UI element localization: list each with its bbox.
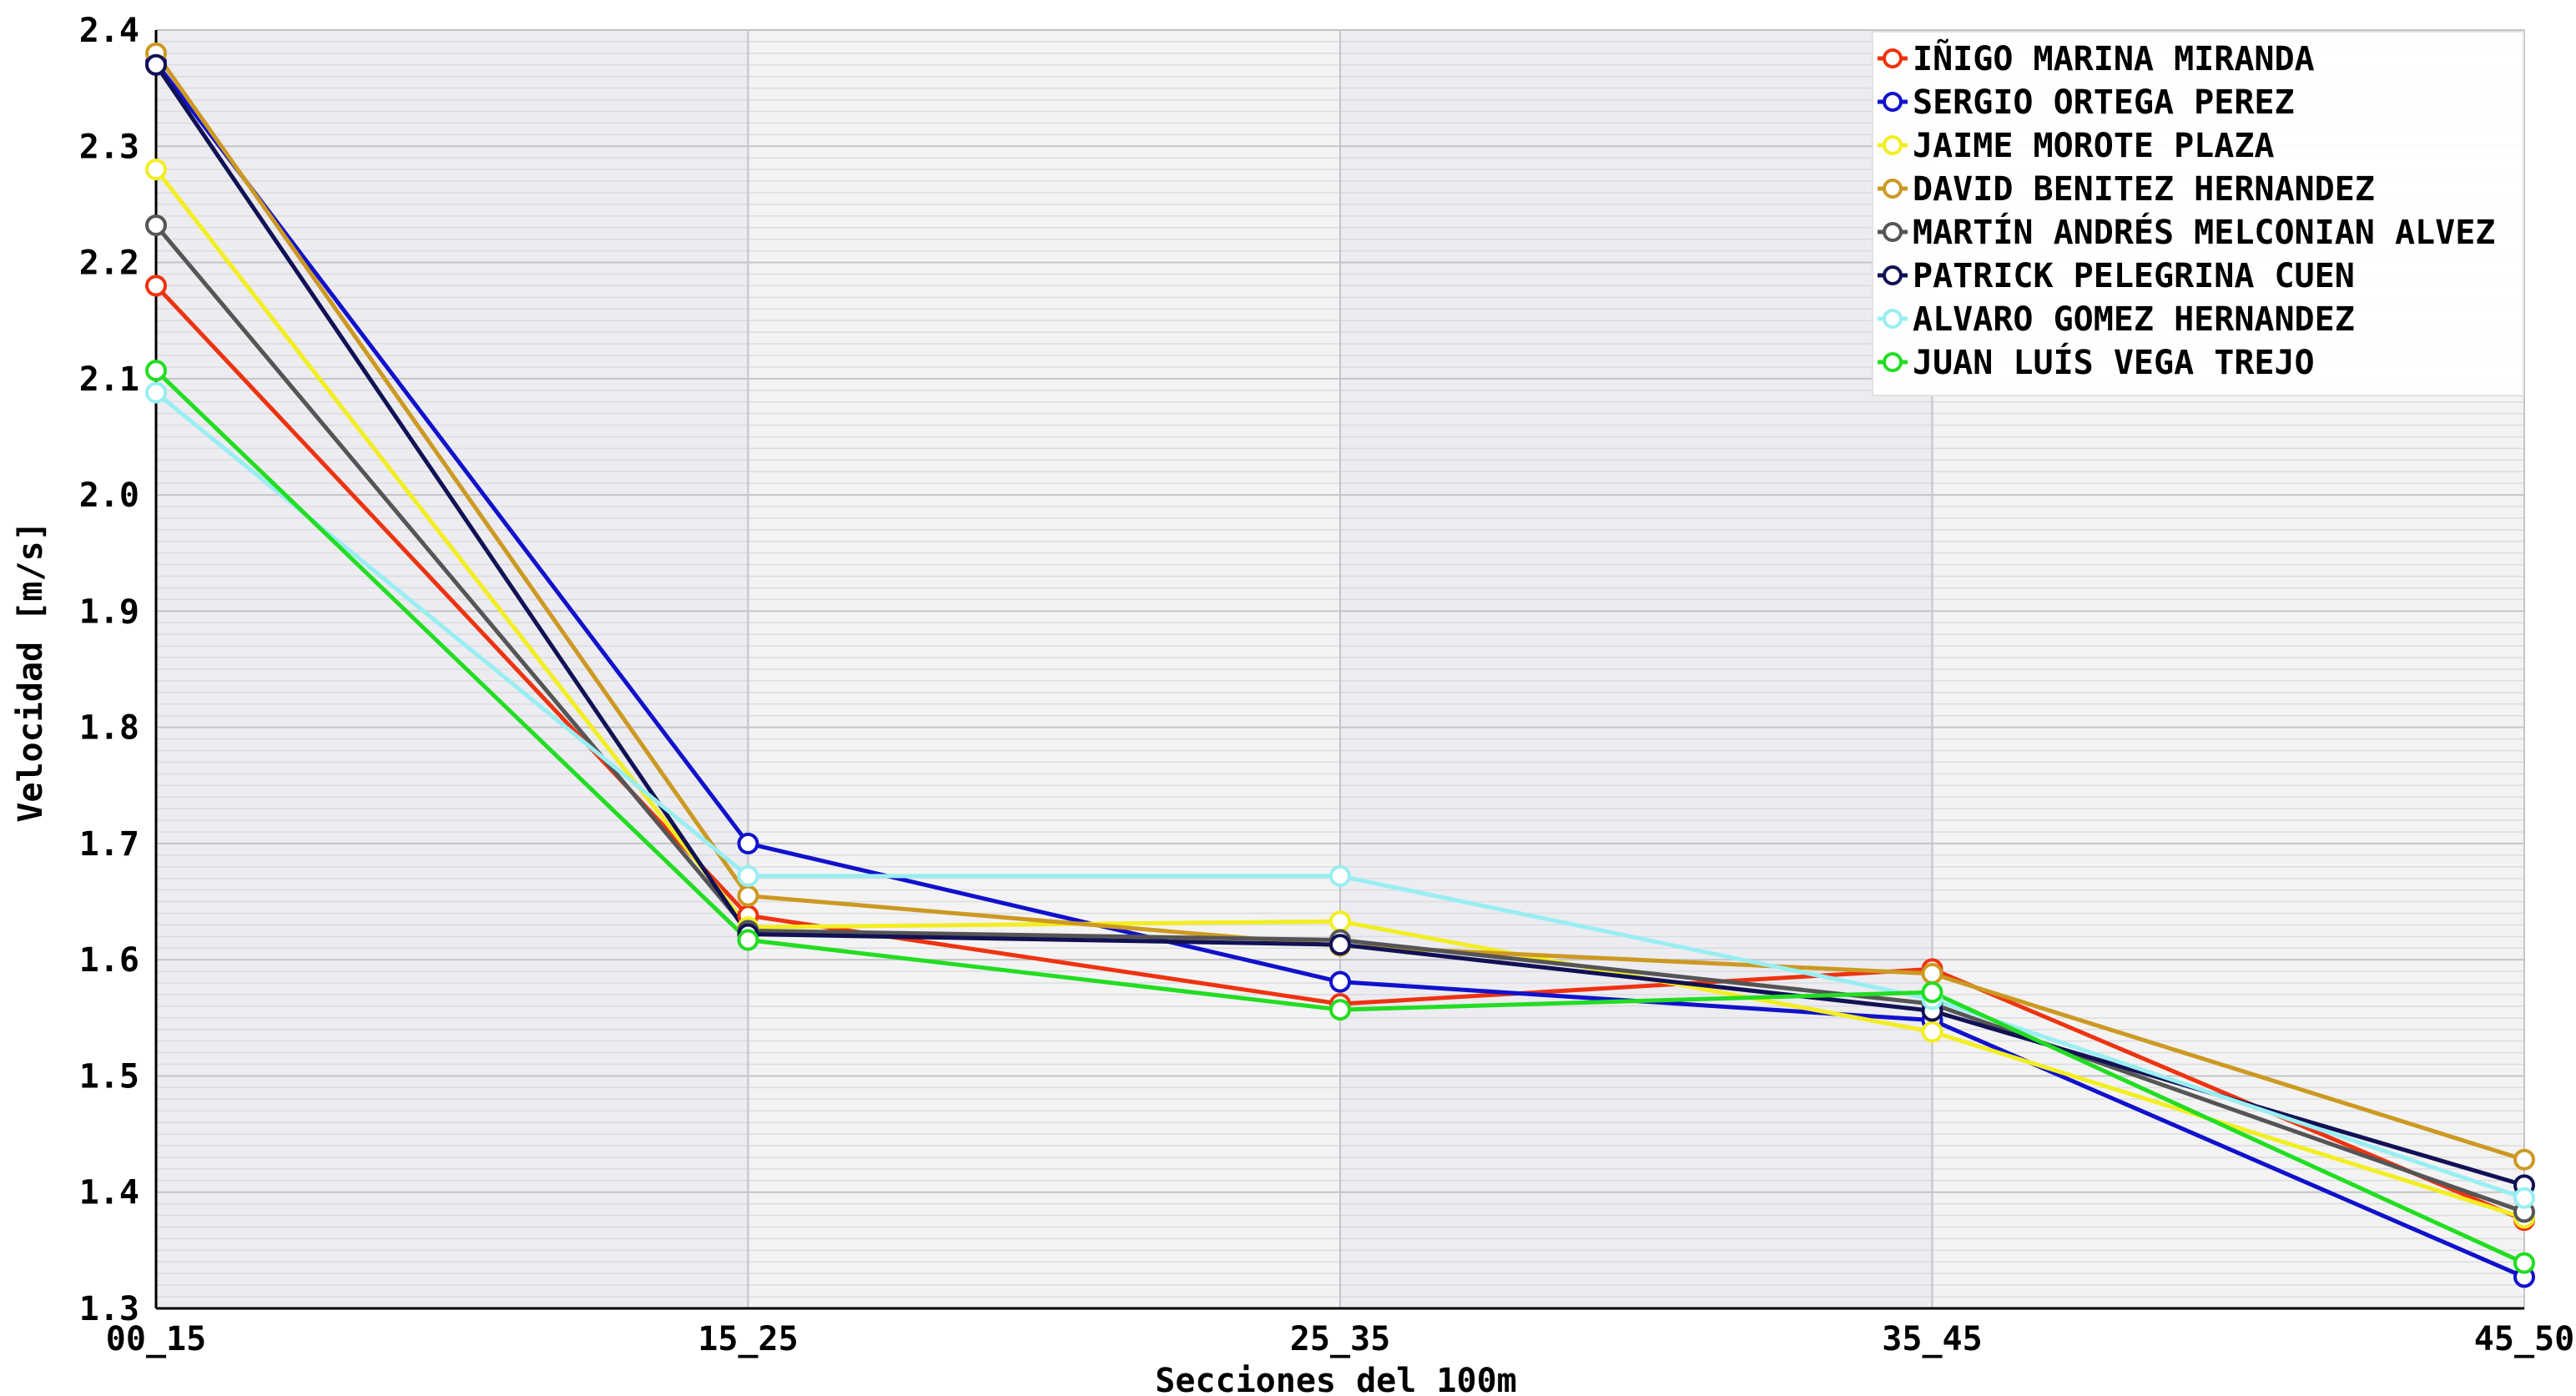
data-point-s1-00_15	[145, 275, 167, 297]
legend-marker-8	[1883, 352, 1903, 372]
legend-marker-7	[1883, 309, 1903, 329]
y-tick-label: 1.6	[79, 941, 139, 980]
data-point-s2-25_35	[1329, 970, 1351, 993]
x-tick-label: 25_35	[1290, 1320, 1390, 1358]
data-point-s6-00_15	[145, 53, 167, 76]
y-tick-label: 2.1	[79, 360, 139, 399]
data-point-s2-15_25	[737, 832, 759, 854]
x-tick-label: 45_50	[2474, 1320, 2574, 1358]
x-tick-label: 35_45	[1882, 1320, 1982, 1358]
y-axis-title: Velocidad [m/s]	[12, 521, 50, 822]
legend-label-1: IÑIGO MARINA MIRANDA	[1913, 38, 2315, 78]
legend: IÑIGO MARINA MIRANDA SERGIO ORTEGA PEREZ J…	[1872, 31, 2524, 396]
y-tick-label: 2.3	[79, 128, 139, 166]
data-point-s8-00_15	[145, 360, 167, 382]
legend-label-6: PATRICK PELEGRINA CUEN	[1913, 257, 2355, 295]
legend-marker-3	[1883, 135, 1903, 155]
x-tick-label: 00_15	[106, 1320, 206, 1358]
y-tick-label: 2.2	[79, 244, 139, 283]
data-point-s4-45_50	[2513, 1148, 2535, 1171]
data-point-s3-00_15	[145, 159, 167, 181]
x-tick-label: 15_25	[698, 1320, 798, 1358]
y-tick-label: 2.4	[79, 12, 139, 50]
data-point-s7-25_35	[1329, 864, 1351, 887]
legend-label-4: DAVID BENITEZ HERNANDEZ	[1913, 170, 2375, 209]
legend-box	[1872, 31, 2524, 396]
data-point-s4-15_25	[737, 884, 759, 907]
legend-marker-2	[1883, 92, 1903, 112]
data-point-s8-45_50	[2513, 1252, 2535, 1274]
data-point-s4-35_45	[1921, 962, 1943, 985]
data-point-s8-15_25	[737, 929, 759, 951]
y-tick-label: 1.9	[79, 592, 139, 631]
y-tick-label: 1.7	[79, 825, 139, 864]
y-tick-label: 1.3	[79, 1290, 139, 1328]
legend-marker-6	[1883, 265, 1903, 285]
series-markers	[145, 42, 2535, 1288]
y-tick-label: 2.0	[79, 476, 139, 515]
data-point-s5-00_15	[145, 214, 167, 236]
legend-marker-5	[1883, 222, 1903, 242]
legend-marker-4	[1883, 179, 1903, 199]
x-axis-title: Secciones del 100m	[1155, 1362, 1516, 1396]
data-point-s7-15_25	[737, 864, 759, 887]
data-point-s8-35_45	[1921, 981, 1943, 1004]
legend-label-5: MARTÍN ANDRÉS MELCONIAN ALVEZ	[1913, 212, 2495, 252]
axes: 1.3 1.4 1.5 1.6 1.7 1.8 1.9 2.0 2.1 2.2 2.3 2.4 00_1…	[79, 12, 2574, 1358]
data-point-s6-25_35	[1329, 934, 1351, 956]
y-tick-label: 1.8	[79, 709, 139, 748]
legend-label-2: SERGIO ORTEGA PEREZ	[1913, 83, 2295, 122]
legend-label-8: JUAN LUÍS VEGA TREJO	[1913, 342, 2315, 382]
data-point-s7-45_50	[2513, 1187, 2535, 1209]
legend-label-7: ALVARO GOMEZ HERNANDEZ	[1913, 300, 2355, 339]
legend-marker-1	[1883, 48, 1903, 68]
data-point-s3-35_45	[1921, 1021, 1943, 1043]
data-point-s8-25_35	[1329, 999, 1351, 1021]
legend-label-3: JAIME MOROTE PLAZA	[1913, 127, 2274, 165]
y-tick-label: 1.5	[79, 1057, 139, 1096]
data-point-s3-25_35	[1329, 910, 1351, 933]
y-tick-label: 1.4	[79, 1174, 139, 1212]
data-point-s7-00_15	[145, 381, 167, 404]
